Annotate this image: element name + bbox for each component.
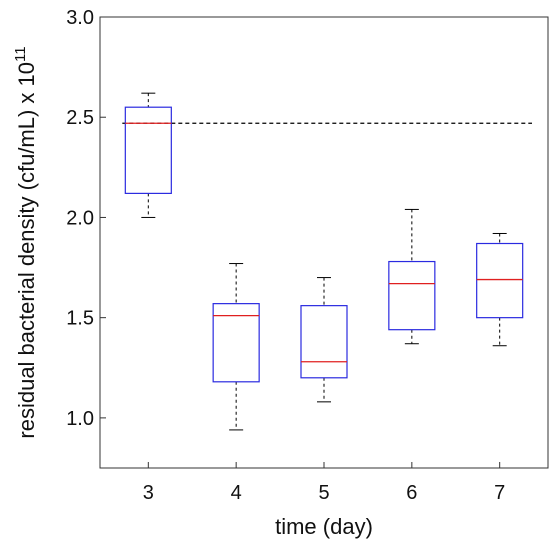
x-axis-label: time (day) bbox=[275, 514, 373, 539]
y-axis-label-exponent: 11 bbox=[12, 46, 29, 62]
box-iqr bbox=[388, 260, 436, 331]
box-day-4 bbox=[212, 263, 260, 431]
y-tick-label: 1.5 bbox=[66, 308, 94, 330]
y-tick-label: 1.0 bbox=[66, 408, 94, 430]
x-tick-label: 5 bbox=[318, 482, 329, 504]
x-axis-ticks: 3 4 5 6 7 bbox=[143, 462, 505, 504]
y-tick-label: 3.0 bbox=[66, 7, 94, 29]
y-tick-label: 2.0 bbox=[66, 207, 94, 229]
box-series bbox=[124, 92, 524, 431]
x-tick-label: 4 bbox=[231, 482, 242, 504]
box-day-7 bbox=[476, 232, 524, 347]
box-iqr bbox=[300, 305, 348, 379]
box-day-3 bbox=[124, 92, 172, 218]
y-axis-ticks: 1.0 1.5 2.0 2.5 3.0 bbox=[66, 7, 106, 430]
y-axis-label: residual bacterial density (cfu/mL) x 10… bbox=[12, 46, 39, 438]
x-tick-label: 6 bbox=[406, 482, 417, 504]
x-tick-label: 7 bbox=[494, 482, 505, 504]
box-iqr bbox=[124, 106, 172, 194]
box-day-5 bbox=[300, 277, 348, 403]
x-tick-label: 3 bbox=[143, 482, 154, 504]
box-day-6 bbox=[388, 208, 436, 345]
box-iqr bbox=[212, 303, 260, 383]
plot-area-frame bbox=[99, 16, 549, 469]
y-tick-label: 2.5 bbox=[66, 107, 94, 129]
y-axis-label-main: residual bacterial density (cfu/mL) x 10 bbox=[14, 62, 39, 439]
box-iqr bbox=[476, 242, 524, 319]
